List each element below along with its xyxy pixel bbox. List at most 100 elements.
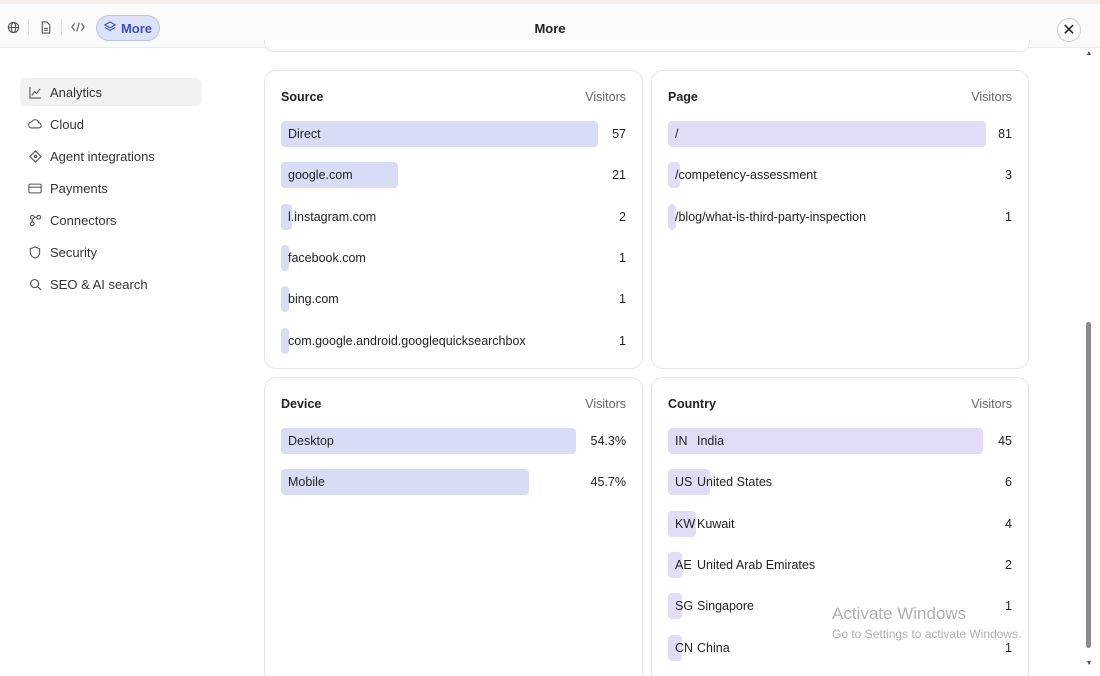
country-code: SG bbox=[675, 599, 694, 613]
source-bar bbox=[281, 328, 289, 354]
source-row[interactable]: facebook.com 1 bbox=[281, 245, 626, 271]
page-row-value: 81 bbox=[998, 127, 1012, 141]
scrollbar[interactable]: ▲ ▼ bbox=[1084, 48, 1094, 676]
shield-icon bbox=[28, 245, 42, 259]
source-row-value: 1 bbox=[619, 334, 626, 348]
source-bar bbox=[281, 204, 292, 230]
country-bar bbox=[668, 511, 696, 537]
page-row[interactable]: /competency-assessment 3 bbox=[668, 162, 1012, 188]
source-row-label: bing.com bbox=[288, 292, 339, 306]
country-row-label: SG Singapore bbox=[675, 599, 754, 613]
credit-card-icon bbox=[28, 181, 42, 195]
sidebar-item-label: SEO & AI search bbox=[50, 276, 148, 292]
source-row[interactable]: bing.com 1 bbox=[281, 286, 626, 312]
chart-line-icon bbox=[28, 85, 42, 99]
globe-icon[interactable] bbox=[2, 16, 24, 38]
previous-card-edge bbox=[264, 40, 1030, 52]
scrollbar-thumb[interactable] bbox=[1086, 322, 1091, 648]
country-row[interactable]: CN China 1 bbox=[668, 635, 1012, 661]
device-row[interactable]: Desktop 54.3% bbox=[281, 428, 626, 454]
source-row-label: google.com bbox=[288, 168, 353, 182]
more-tab-label: More bbox=[120, 20, 153, 36]
code-icon[interactable] bbox=[67, 16, 89, 38]
country-row-label: AE United Arab Emirates bbox=[675, 558, 815, 572]
close-button[interactable]: ✕ bbox=[1057, 18, 1081, 42]
sidebar-item-label: Cloud bbox=[50, 116, 84, 132]
device-card: Device Visitors Desktop 54.3% Mobile 45.7% bbox=[264, 377, 643, 676]
device-row-value: 45.7% bbox=[590, 475, 626, 489]
column-header: Visitors bbox=[585, 397, 626, 411]
source-row[interactable]: l.instagram.com 2 bbox=[281, 204, 626, 230]
country-row[interactable]: SG Singapore 1 bbox=[668, 593, 1012, 619]
page-bar bbox=[668, 121, 986, 147]
country-bar bbox=[668, 428, 983, 454]
connector-icon bbox=[28, 213, 42, 227]
sidebar-item-cloud[interactable]: Cloud bbox=[20, 110, 202, 138]
country-code: AE bbox=[675, 558, 692, 572]
scroll-up-arrow-icon[interactable]: ▲ bbox=[1085, 50, 1093, 57]
card-title: Device bbox=[281, 397, 322, 411]
scroll-down-arrow-icon[interactable]: ▼ bbox=[1085, 660, 1093, 667]
page-row[interactable]: / 81 bbox=[668, 121, 1012, 147]
column-header: Visitors bbox=[585, 90, 626, 104]
source-row[interactable]: Direct 57 bbox=[281, 121, 626, 147]
toolbar-divider bbox=[61, 19, 62, 35]
sidebar-item-security[interactable]: Security bbox=[20, 238, 202, 266]
device-row[interactable]: Mobile 45.7% bbox=[281, 469, 626, 495]
page-bar bbox=[668, 162, 680, 188]
country-row[interactable]: US United States 6 bbox=[668, 469, 1012, 495]
column-header: Visitors bbox=[971, 397, 1012, 411]
page-card: Page Visitors / 81/competency-assessment 3… bbox=[651, 70, 1029, 369]
country-row-label: KW Kuwait bbox=[675, 517, 735, 531]
sidebar-item-label: Payments bbox=[50, 180, 108, 196]
country-row-label: CN China bbox=[675, 641, 730, 655]
page-row-value: 1 bbox=[1005, 210, 1012, 224]
sidebar-item-seo[interactable]: SEO & AI search bbox=[20, 270, 202, 298]
country-code: CN bbox=[675, 641, 694, 655]
country-row-value: 2 bbox=[1005, 558, 1012, 572]
diamond-icon bbox=[28, 149, 42, 163]
search-icon bbox=[28, 277, 42, 291]
sidebar: Analytics Cloud Agent integrations Payme… bbox=[20, 78, 202, 302]
sidebar-item-label: Analytics bbox=[50, 84, 103, 100]
source-row-value: 1 bbox=[619, 292, 626, 306]
page-row-label: / bbox=[675, 127, 679, 141]
source-row-value: 57 bbox=[612, 127, 626, 141]
country-code: IN bbox=[675, 434, 688, 448]
sidebar-item-payments[interactable]: Payments bbox=[20, 174, 202, 202]
country-bar bbox=[668, 635, 682, 661]
country-row[interactable]: IN India 45 bbox=[668, 428, 1012, 454]
close-icon: ✕ bbox=[1062, 22, 1076, 39]
column-header: Visitors bbox=[971, 90, 1012, 104]
sidebar-item-analytics[interactable]: Analytics bbox=[20, 78, 202, 106]
sidebar-item-label: Security bbox=[50, 244, 97, 260]
page-row[interactable]: /blog/what-is-third-party-inspection 1 bbox=[668, 204, 1012, 230]
country-row[interactable]: AE United Arab Emirates 2 bbox=[668, 552, 1012, 578]
country-row-value: 1 bbox=[1005, 599, 1012, 613]
page-row-label: /blog/what-is-third-party-inspection bbox=[675, 210, 867, 224]
source-bar bbox=[281, 162, 398, 188]
country-code: US bbox=[675, 475, 693, 489]
sidebar-item-connectors[interactable]: Connectors bbox=[20, 206, 202, 234]
country-row-value: 4 bbox=[1005, 517, 1012, 531]
card-title: Country bbox=[668, 397, 716, 411]
source-row-label: facebook.com bbox=[288, 251, 366, 265]
country-bar bbox=[668, 552, 682, 578]
source-row-value: 21 bbox=[612, 168, 626, 182]
source-row[interactable]: com.google.android.googlequicksearchbox 1 bbox=[281, 328, 626, 354]
device-bar bbox=[281, 469, 529, 495]
country-name: China bbox=[697, 641, 730, 655]
file-icon[interactable] bbox=[35, 16, 57, 38]
country-row-value: 1 bbox=[1005, 641, 1012, 655]
sidebar-item-agent-integrations[interactable]: Agent integrations bbox=[20, 142, 202, 170]
more-tab-button[interactable]: More bbox=[96, 15, 160, 41]
sidebar-item-label: Agent integrations bbox=[50, 148, 155, 164]
layers-icon bbox=[103, 20, 117, 36]
country-name: Singapore bbox=[697, 599, 754, 613]
source-bar bbox=[281, 121, 598, 147]
device-row-label: Mobile bbox=[288, 475, 325, 489]
country-row[interactable]: KW Kuwait 4 bbox=[668, 511, 1012, 537]
sidebar-item-label: Connectors bbox=[50, 212, 117, 228]
source-row[interactable]: google.com 21 bbox=[281, 162, 626, 188]
country-row-value: 45 bbox=[998, 434, 1012, 448]
